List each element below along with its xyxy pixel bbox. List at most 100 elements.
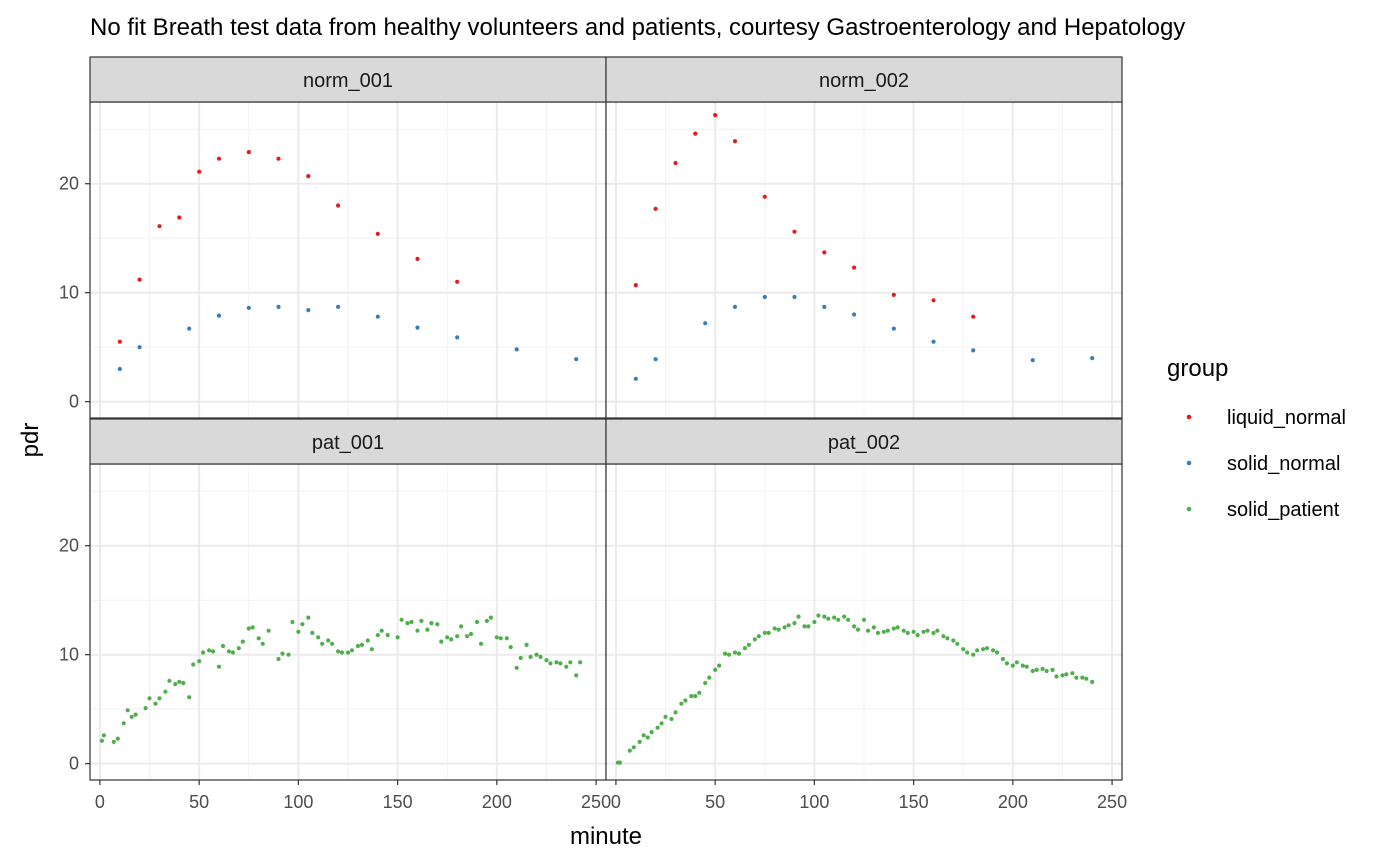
- data-point: [345, 650, 351, 655]
- data-point: [693, 694, 698, 699]
- data-point: [1024, 664, 1029, 669]
- data-point: [653, 206, 658, 211]
- panel-norm_001: norm_001 0 10 20: [59, 56, 607, 419]
- data-point: [925, 628, 930, 633]
- data-point: [732, 304, 738, 309]
- data-point: [355, 643, 360, 649]
- data-point: [659, 721, 664, 726]
- data-point: [852, 265, 857, 270]
- data-point: [971, 652, 976, 657]
- data-point: [260, 641, 265, 646]
- data-point: [518, 655, 523, 661]
- facet-strip-label: norm_001: [303, 70, 393, 92]
- data-point: [792, 621, 797, 626]
- data-point: [306, 308, 311, 313]
- data-point: [296, 629, 301, 634]
- data-point: [655, 725, 660, 730]
- data-point: [776, 627, 781, 632]
- data-point: [742, 646, 748, 651]
- x-tick-label: 250: [581, 792, 611, 812]
- data-point: [713, 113, 718, 118]
- facet-strip: [605, 418, 1123, 465]
- data-point: [707, 675, 712, 680]
- data-point: [115, 736, 120, 741]
- legend-title: group: [1167, 355, 1228, 382]
- series-solid_patient: [615, 613, 1095, 765]
- data-point: [832, 615, 837, 620]
- data-point: [717, 663, 722, 668]
- data-point: [961, 647, 966, 652]
- data-point: [1020, 663, 1025, 668]
- data-point: [129, 714, 134, 719]
- data-point: [905, 630, 910, 636]
- data-point: [895, 625, 900, 630]
- data-point: [465, 634, 470, 639]
- y-tick-label: 10: [59, 645, 79, 665]
- facet-strip: [605, 56, 1123, 103]
- data-point: [822, 614, 827, 619]
- data-point: [121, 721, 126, 726]
- legend-key: [1186, 414, 1192, 420]
- data-point: [375, 231, 380, 236]
- data-point: [558, 661, 563, 666]
- data-point: [375, 314, 380, 319]
- data-point: [975, 648, 980, 653]
- data-point: [842, 614, 847, 619]
- data-point: [133, 712, 138, 717]
- data-point: [885, 628, 890, 633]
- data-point: [1090, 679, 1095, 685]
- data-point: [901, 628, 906, 633]
- data-point: [181, 680, 186, 686]
- legend-label: liquid_normal: [1227, 407, 1346, 429]
- data-point: [1084, 676, 1089, 681]
- series-liquid_normal: [117, 150, 460, 344]
- data-point: [336, 649, 341, 654]
- data-point: [534, 652, 539, 657]
- data-point: [256, 636, 261, 641]
- data-point: [965, 650, 970, 655]
- data-point: [645, 735, 650, 740]
- data-point: [415, 256, 420, 261]
- data-point: [230, 650, 235, 655]
- data-point: [990, 648, 996, 653]
- legend-label: solid_patient: [1227, 499, 1340, 521]
- x-tick-label: 250: [1097, 792, 1127, 812]
- data-point: [157, 224, 162, 229]
- x-tick-label: 200: [482, 792, 512, 812]
- x-tick-label: 200: [998, 792, 1028, 812]
- data-point: [330, 641, 335, 646]
- data-point: [216, 664, 222, 669]
- data-point: [945, 636, 950, 641]
- data-point: [881, 629, 886, 634]
- data-point: [1074, 675, 1079, 680]
- data-point: [455, 279, 460, 284]
- data-point: [1080, 675, 1085, 680]
- data-point: [806, 624, 811, 629]
- x-tick-label: 50: [705, 792, 725, 812]
- data-point: [578, 660, 583, 665]
- data-point: [459, 624, 464, 629]
- data-point: [246, 150, 251, 155]
- data-point: [752, 637, 757, 642]
- legend: group liquid_normal solid_normal solid_pat…: [1167, 355, 1346, 521]
- data-point: [117, 366, 122, 372]
- data-point: [782, 625, 787, 630]
- data-point: [1060, 673, 1065, 678]
- data-point: [891, 292, 896, 297]
- data-point: [153, 701, 158, 706]
- data-point: [425, 627, 430, 632]
- data-point: [633, 376, 638, 381]
- data-point: [633, 283, 638, 288]
- data-point: [683, 698, 688, 703]
- data-point: [548, 661, 553, 666]
- data-point: [415, 628, 420, 633]
- y-axis-title: pdr: [17, 423, 44, 458]
- data-point: [826, 616, 831, 621]
- data-point: [220, 643, 226, 649]
- data-point: [673, 710, 678, 715]
- data-point: [488, 615, 493, 620]
- data-point: [216, 156, 222, 161]
- data-point: [726, 652, 732, 657]
- data-point: [197, 169, 202, 174]
- legend-item-solid_normal: solid_normal: [1186, 453, 1340, 475]
